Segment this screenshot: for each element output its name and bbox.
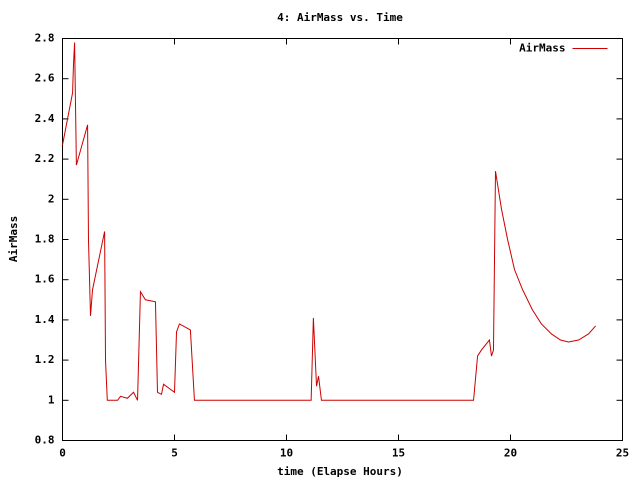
x-tick-label: 25 bbox=[616, 447, 629, 460]
y-tick-label: 1.8 bbox=[35, 233, 55, 246]
y-tick-label: 1.6 bbox=[35, 273, 55, 286]
x-tick-label: 15 bbox=[392, 447, 405, 460]
x-axis-label: time (Elapse Hours) bbox=[277, 465, 403, 478]
y-tick-label: 2 bbox=[48, 192, 55, 205]
y-tick-label: 2.4 bbox=[35, 112, 55, 125]
x-tick-label: 5 bbox=[171, 447, 178, 460]
legend-label: AirMass bbox=[519, 42, 565, 55]
data-line bbox=[62, 42, 596, 401]
y-tick-label: 2.2 bbox=[35, 152, 55, 165]
y-axis-label: AirMass bbox=[7, 216, 20, 262]
chart-title: 4: AirMass vs. Time bbox=[277, 11, 403, 24]
x-tick-label: 0 bbox=[59, 447, 66, 460]
y-tick-label: 0.8 bbox=[35, 434, 55, 447]
y-tick-label: 1 bbox=[48, 393, 55, 406]
x-tick-label: 10 bbox=[280, 447, 293, 460]
x-tick-label: 20 bbox=[504, 447, 517, 460]
y-tick-label: 1.4 bbox=[35, 313, 55, 326]
y-tick-label: 2.8 bbox=[35, 32, 55, 45]
y-tick-label: 2.6 bbox=[35, 72, 55, 85]
y-tick-label: 1.2 bbox=[35, 353, 55, 366]
